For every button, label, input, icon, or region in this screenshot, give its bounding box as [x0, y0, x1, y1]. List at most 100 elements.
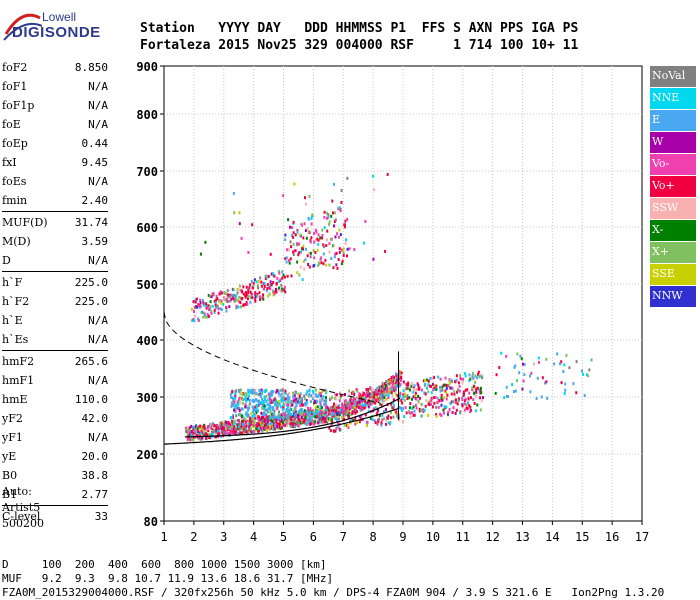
- echo-point: [372, 398, 375, 402]
- echo-point: [247, 419, 250, 423]
- echo-point: [475, 388, 478, 392]
- echo-point: [363, 406, 366, 410]
- echo-point: [237, 402, 240, 406]
- param-row: foF2 8.850: [2, 58, 108, 77]
- echo-point: [347, 402, 350, 406]
- echo-point: [203, 433, 206, 437]
- echo-point: [414, 394, 417, 398]
- echo-point: [343, 223, 346, 227]
- echo-point: [213, 308, 216, 312]
- echo-point: [376, 390, 379, 394]
- echo-point: [204, 240, 207, 244]
- echo-point: [327, 412, 330, 416]
- echo-point: [387, 396, 390, 400]
- echo-point: [380, 421, 383, 425]
- echo-point: [237, 413, 240, 417]
- echo-point: [450, 400, 453, 404]
- echo-point: [195, 432, 198, 436]
- echo-point: [462, 377, 465, 381]
- echo-point: [203, 427, 206, 431]
- param-separator: [2, 350, 108, 351]
- echo-point: [235, 389, 238, 393]
- echo-point: [240, 305, 243, 309]
- true-height-profile: [164, 407, 399, 445]
- echo-point: [352, 391, 355, 395]
- echo-point: [513, 365, 516, 369]
- echo-point: [214, 300, 217, 304]
- echo-point: [244, 293, 247, 297]
- echo-point: [424, 379, 427, 383]
- echo-point: [320, 406, 323, 410]
- echo-point: [326, 419, 329, 423]
- echo-point: [441, 385, 444, 389]
- echo-point: [479, 408, 482, 412]
- echo-point: [282, 405, 285, 409]
- echo-point: [313, 399, 316, 403]
- echo-point: [269, 283, 272, 287]
- x-tick-label: 11: [456, 530, 470, 544]
- echo-point: [238, 413, 241, 417]
- echo-point: [246, 412, 249, 416]
- echo-point: [373, 393, 376, 397]
- echo-point: [343, 423, 346, 427]
- echo-point: [277, 426, 280, 430]
- y-tick-label: 700: [136, 165, 158, 179]
- footer-file: FZA0M_2015329004000.RSF / 320fx256h 50 k…: [2, 586, 665, 599]
- echo-point: [265, 289, 268, 293]
- echo-point: [379, 394, 382, 398]
- echo-point: [288, 400, 291, 404]
- echo-point: [266, 418, 269, 422]
- echo-point: [358, 399, 361, 403]
- echo-point: [225, 309, 228, 313]
- echo-point: [402, 395, 405, 399]
- echo-point: [286, 405, 289, 409]
- echo-point: [208, 432, 211, 436]
- echo-point: [303, 397, 306, 401]
- echo-point: [263, 284, 266, 288]
- echo-point: [357, 404, 360, 408]
- echo-point: [303, 409, 306, 413]
- echo-point: [463, 371, 466, 375]
- echo-point: [523, 373, 526, 377]
- echo-point: [323, 420, 326, 424]
- echo-point: [328, 426, 331, 430]
- echo-point: [245, 424, 248, 428]
- echo-point: [315, 399, 318, 403]
- echo-point: [189, 430, 192, 434]
- echo-point: [228, 293, 231, 297]
- param-name: MUF(D): [2, 216, 48, 229]
- echo-point: [242, 427, 245, 431]
- echo-point: [350, 395, 353, 399]
- echo-point: [276, 276, 279, 280]
- echo-point: [242, 431, 245, 435]
- echo-point: [367, 393, 370, 397]
- echo-point: [395, 372, 398, 376]
- x-tick-label: 5: [280, 530, 287, 544]
- param-value: N/A: [88, 431, 108, 444]
- echo-point: [254, 291, 257, 295]
- echo-point: [443, 405, 446, 409]
- echo-point: [307, 230, 310, 234]
- echo-point: [322, 411, 325, 415]
- echo-point: [241, 401, 244, 405]
- echo-point: [360, 399, 363, 403]
- echo-point: [260, 280, 263, 284]
- echo-point: [330, 416, 333, 420]
- echo-point: [255, 280, 258, 284]
- echo-point: [433, 401, 436, 405]
- plot-frame: [163, 65, 643, 522]
- echo-point: [417, 399, 420, 403]
- echo-point: [232, 413, 235, 417]
- echo-point: [300, 415, 303, 419]
- param-separator: [2, 271, 108, 272]
- echo-point: [391, 406, 394, 410]
- echo-point: [289, 421, 292, 425]
- echo-point: [437, 375, 440, 379]
- echo-point: [223, 428, 226, 432]
- param-name: hmF1: [2, 374, 35, 387]
- echo-point: [292, 391, 295, 395]
- echo-point: [256, 404, 259, 408]
- echo-point: [392, 404, 395, 408]
- echo-point: [369, 416, 372, 420]
- echo-point: [296, 260, 299, 264]
